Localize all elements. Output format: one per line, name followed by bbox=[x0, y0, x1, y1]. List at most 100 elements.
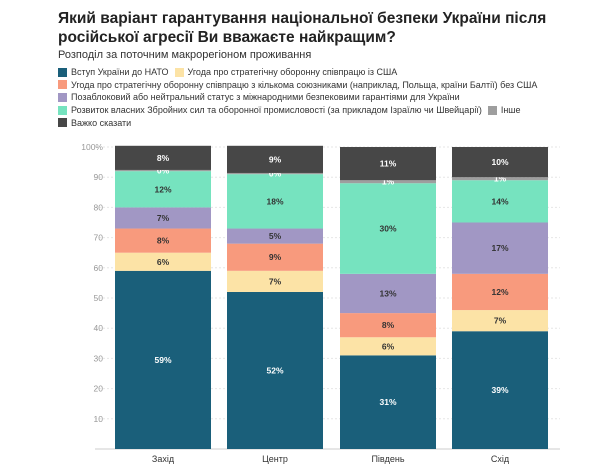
bar-segment bbox=[452, 147, 548, 178]
data-label: 59% bbox=[154, 355, 171, 365]
bar-segment bbox=[452, 310, 548, 332]
category-label: Південь bbox=[371, 454, 404, 464]
y-tick-label: 100% bbox=[81, 142, 103, 152]
bar-segment bbox=[452, 222, 548, 274]
y-tick-label: 60 bbox=[94, 263, 104, 273]
data-label: 6% bbox=[157, 257, 170, 267]
legend-swatch-other bbox=[487, 105, 497, 115]
y-tick-label: 80 bbox=[94, 202, 104, 212]
data-label: 8% bbox=[382, 320, 395, 330]
data-label: 10% bbox=[491, 157, 508, 167]
data-label: 1% bbox=[382, 177, 395, 187]
bar-segment bbox=[452, 180, 548, 223]
legend-swatch-allies bbox=[58, 80, 67, 90]
y-tick-label: 50 bbox=[94, 293, 104, 303]
y-tick-label: 40 bbox=[94, 323, 104, 333]
bar-segment bbox=[452, 273, 548, 311]
bar-segment bbox=[115, 169, 211, 172]
legend-item-hard-to-say: Важко сказати bbox=[58, 118, 131, 128]
legend-swatch-neutral bbox=[58, 92, 67, 102]
y-tick-label: 10 bbox=[94, 414, 104, 424]
data-label: 11% bbox=[380, 159, 397, 169]
legend-label-usa: Угода про стратегічну оборонну співпрацю… bbox=[187, 67, 398, 78]
chart-title: Який варіант гарантування національної б… bbox=[58, 10, 547, 46]
y-tick-label: 90 bbox=[94, 172, 104, 182]
legend-label-hard-to-say: Важко сказати bbox=[71, 117, 132, 128]
bar-segment bbox=[340, 337, 436, 356]
bar-segment bbox=[340, 180, 436, 184]
legend-item-own-forces: Розвиток власних Збройних сил та оборонн… bbox=[58, 105, 482, 115]
bar-segment bbox=[227, 243, 323, 271]
data-label: 6% bbox=[382, 341, 395, 351]
legend-label-allies: Угода про стратегічну оборонну співпрацю… bbox=[71, 79, 538, 90]
legend-row: Позаблоковий або нейтральний статус з мі… bbox=[58, 91, 578, 104]
legend-row: Вступ України до НАТО Угода про стратегі… bbox=[58, 66, 578, 79]
bar-segment bbox=[115, 171, 211, 208]
legend-item-nato: Вступ України до НАТО bbox=[58, 67, 169, 77]
data-label: 18% bbox=[266, 196, 283, 206]
category-label: Захід bbox=[152, 454, 175, 464]
bar-segment bbox=[340, 147, 436, 181]
bar-segment bbox=[227, 270, 323, 292]
legend-label-other: Інше bbox=[500, 105, 521, 116]
data-label: 12% bbox=[154, 184, 171, 194]
legend-row: Важко сказати bbox=[58, 116, 578, 129]
bar-segment bbox=[340, 355, 436, 449]
data-label: 9% bbox=[269, 154, 282, 164]
data-label: 0% bbox=[269, 169, 282, 179]
legend-item-allies: Угода про стратегічну оборонну співпрацю… bbox=[58, 80, 537, 90]
data-label: 9% bbox=[269, 252, 282, 262]
bar-segment bbox=[115, 207, 211, 229]
bar-segment bbox=[340, 313, 436, 338]
data-label: 5% bbox=[269, 231, 282, 241]
legend-label-neutral: Позаблоковий або нейтральний статус з мі… bbox=[71, 92, 460, 103]
category-label: Схід bbox=[491, 454, 510, 464]
chart-subtitle: Розподіл за поточним макрорегіоном прожи… bbox=[58, 49, 312, 61]
legend-label-nato: Вступ України до НАТО bbox=[71, 67, 169, 78]
bar-segment bbox=[452, 177, 548, 181]
data-label: 0% bbox=[157, 166, 170, 176]
data-label: 31% bbox=[379, 397, 396, 407]
legend-row: Розвиток власних Збройних сил та оборонн… bbox=[58, 104, 578, 117]
legend-swatch-nato bbox=[58, 67, 67, 77]
data-label: 30% bbox=[379, 224, 396, 234]
data-label: 13% bbox=[379, 288, 396, 298]
legend-row: Угода про стратегічну оборонну співпрацю… bbox=[58, 79, 578, 92]
legend-swatch-own-forces bbox=[58, 105, 67, 115]
bar-segment bbox=[115, 228, 211, 253]
bar-segment bbox=[227, 228, 323, 244]
data-label: 1% bbox=[494, 174, 507, 184]
legend-item-neutral: Позаблоковий або нейтральний статус з мі… bbox=[58, 92, 460, 102]
y-tick-label: 70 bbox=[94, 233, 104, 243]
legend: Вступ України до НАТО Угода про стратегі… bbox=[58, 66, 578, 129]
data-label: 8% bbox=[157, 236, 170, 246]
legend-swatch-usa bbox=[174, 67, 184, 77]
bar-segment bbox=[227, 174, 323, 229]
legend-label-own-forces: Розвиток власних Збройних сил та оборонн… bbox=[71, 105, 482, 116]
data-label: 7% bbox=[494, 316, 507, 326]
category-label: Центр bbox=[262, 454, 288, 464]
data-label: 8% bbox=[157, 153, 170, 163]
bar-segment bbox=[115, 252, 211, 271]
bar-segment bbox=[340, 273, 436, 314]
data-label: 7% bbox=[157, 213, 170, 223]
data-label: 7% bbox=[269, 276, 282, 286]
y-tick-label: 20 bbox=[94, 384, 104, 394]
data-label: 14% bbox=[491, 196, 508, 206]
bar-segment bbox=[452, 331, 548, 449]
legend-item-other: Інше bbox=[487, 105, 521, 116]
bar-segment bbox=[115, 270, 211, 449]
data-label: 17% bbox=[491, 243, 508, 253]
legend-item-usa: Угода про стратегічну оборонну співпрацю… bbox=[174, 67, 398, 78]
bar-segment bbox=[340, 183, 436, 274]
y-tick-label: 30 bbox=[94, 353, 104, 363]
data-label: 39% bbox=[491, 385, 508, 395]
data-label: 52% bbox=[266, 365, 283, 375]
bar-segment bbox=[115, 145, 211, 170]
bar-segment bbox=[227, 145, 323, 173]
bar-segment bbox=[227, 291, 323, 449]
legend-swatch-hard-to-say bbox=[58, 118, 67, 128]
bar-segment bbox=[227, 172, 323, 175]
data-label: 12% bbox=[491, 287, 508, 297]
